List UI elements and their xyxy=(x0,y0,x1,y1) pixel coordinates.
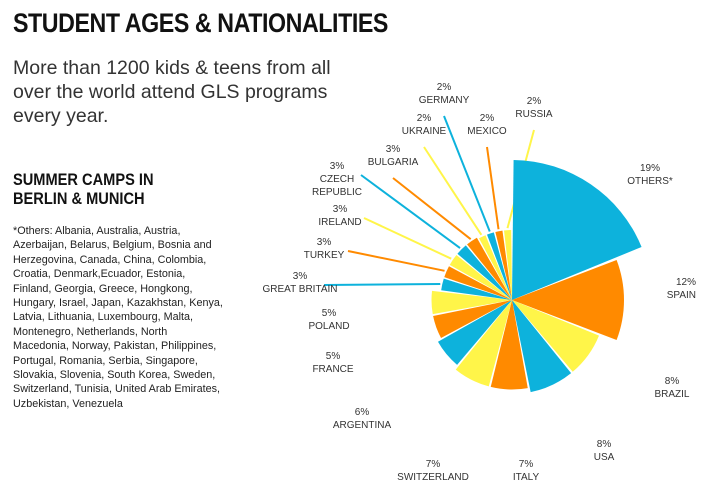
slice-value-label: 3% xyxy=(330,161,345,172)
slice-value-label: 8% xyxy=(597,439,612,450)
pie-slice-ukraine xyxy=(478,235,512,300)
slice-name-label: CZECH xyxy=(320,174,354,185)
slice-value-label: 3% xyxy=(317,237,332,248)
pie-slice-bulgaria xyxy=(467,237,512,300)
slice-name-label: IRELAND xyxy=(318,217,361,228)
leader-line xyxy=(423,146,483,236)
slice-name-label: ARGENTINA xyxy=(333,420,392,431)
pie-slice-switzerland xyxy=(455,300,512,387)
slice-value-label: 2% xyxy=(527,96,542,107)
pie-slice-italy xyxy=(490,300,528,390)
slice-value-label: 19% xyxy=(640,163,660,174)
leader-line xyxy=(392,177,472,240)
slice-value-label: 5% xyxy=(326,351,341,362)
pie-slice-brazil xyxy=(512,300,600,372)
leader-line xyxy=(443,115,491,232)
pie-slice-russia xyxy=(504,230,512,300)
slice-value-label: 7% xyxy=(426,459,441,470)
slice-value-label: 3% xyxy=(386,144,401,155)
pie-slice-mexico xyxy=(495,230,512,300)
intro-text: More than 1200 kids & teens from all ove… xyxy=(13,57,331,127)
slice-value-label: 7% xyxy=(519,459,534,470)
slice-name-label: GREAT BRITAIN xyxy=(262,284,337,295)
leader-line xyxy=(360,174,461,249)
leader-line xyxy=(323,282,441,286)
section-title: SUMMER CAMPS IN BERLIN & MUNICH xyxy=(13,170,154,208)
slice-name-label: REPUBLIC xyxy=(312,187,362,198)
pie-slice-usa xyxy=(512,300,572,393)
slice-name-label: UKRAINE xyxy=(402,126,447,137)
slice-name-label: BRAZIL xyxy=(654,389,689,400)
pie-slice-poland xyxy=(431,290,512,315)
slice-name-label: USA xyxy=(594,452,615,463)
pie-slice-turkey xyxy=(444,266,512,300)
slice-value-label: 5% xyxy=(322,308,337,319)
pie-slice-ireland xyxy=(449,255,512,300)
pie-slice-great-britain xyxy=(441,278,512,300)
slice-value-label: 6% xyxy=(355,407,370,418)
slice-name-label: OTHERS* xyxy=(627,176,673,187)
others-footnote: *Others: Albania, Australia, Austria, Az… xyxy=(13,225,223,410)
slice-value-label: 8% xyxy=(665,376,680,387)
slice-name-label: TURKEY xyxy=(304,250,345,261)
leader-line xyxy=(486,146,500,230)
pie-slice-germany xyxy=(486,232,512,300)
slice-name-label: GERMANY xyxy=(419,95,470,106)
slice-value-label: 2% xyxy=(417,113,432,124)
slice-value-label: 2% xyxy=(480,113,495,124)
slice-name-label: MEXICO xyxy=(467,126,507,137)
slice-value-label: 12% xyxy=(676,277,696,288)
slice-name-label: ITALY xyxy=(513,472,540,483)
slice-value-label: 3% xyxy=(333,204,348,215)
slice-value-label: 3% xyxy=(293,271,308,282)
page-title: STUDENT AGES & NATIONALITIES xyxy=(13,8,388,38)
pie-slice-france xyxy=(433,300,512,338)
leader-line xyxy=(347,250,445,272)
slice-name-label: BULGARIA xyxy=(368,157,419,168)
leader-line xyxy=(363,217,452,260)
slice-name-label: RUSSIA xyxy=(515,109,553,120)
slice-name-label: FRANCE xyxy=(312,364,353,375)
slice-name-label: SPAIN xyxy=(667,290,696,301)
pie-slice-argentina xyxy=(437,300,512,365)
slice-name-label: POLAND xyxy=(308,321,349,332)
pie-slice-spain xyxy=(512,259,625,341)
slice-value-label: 2% xyxy=(437,82,452,93)
pie-slice-czech-republic xyxy=(457,245,512,300)
slice-name-label: SWITZERLAND xyxy=(397,472,469,483)
pie-slice-others xyxy=(512,160,642,300)
